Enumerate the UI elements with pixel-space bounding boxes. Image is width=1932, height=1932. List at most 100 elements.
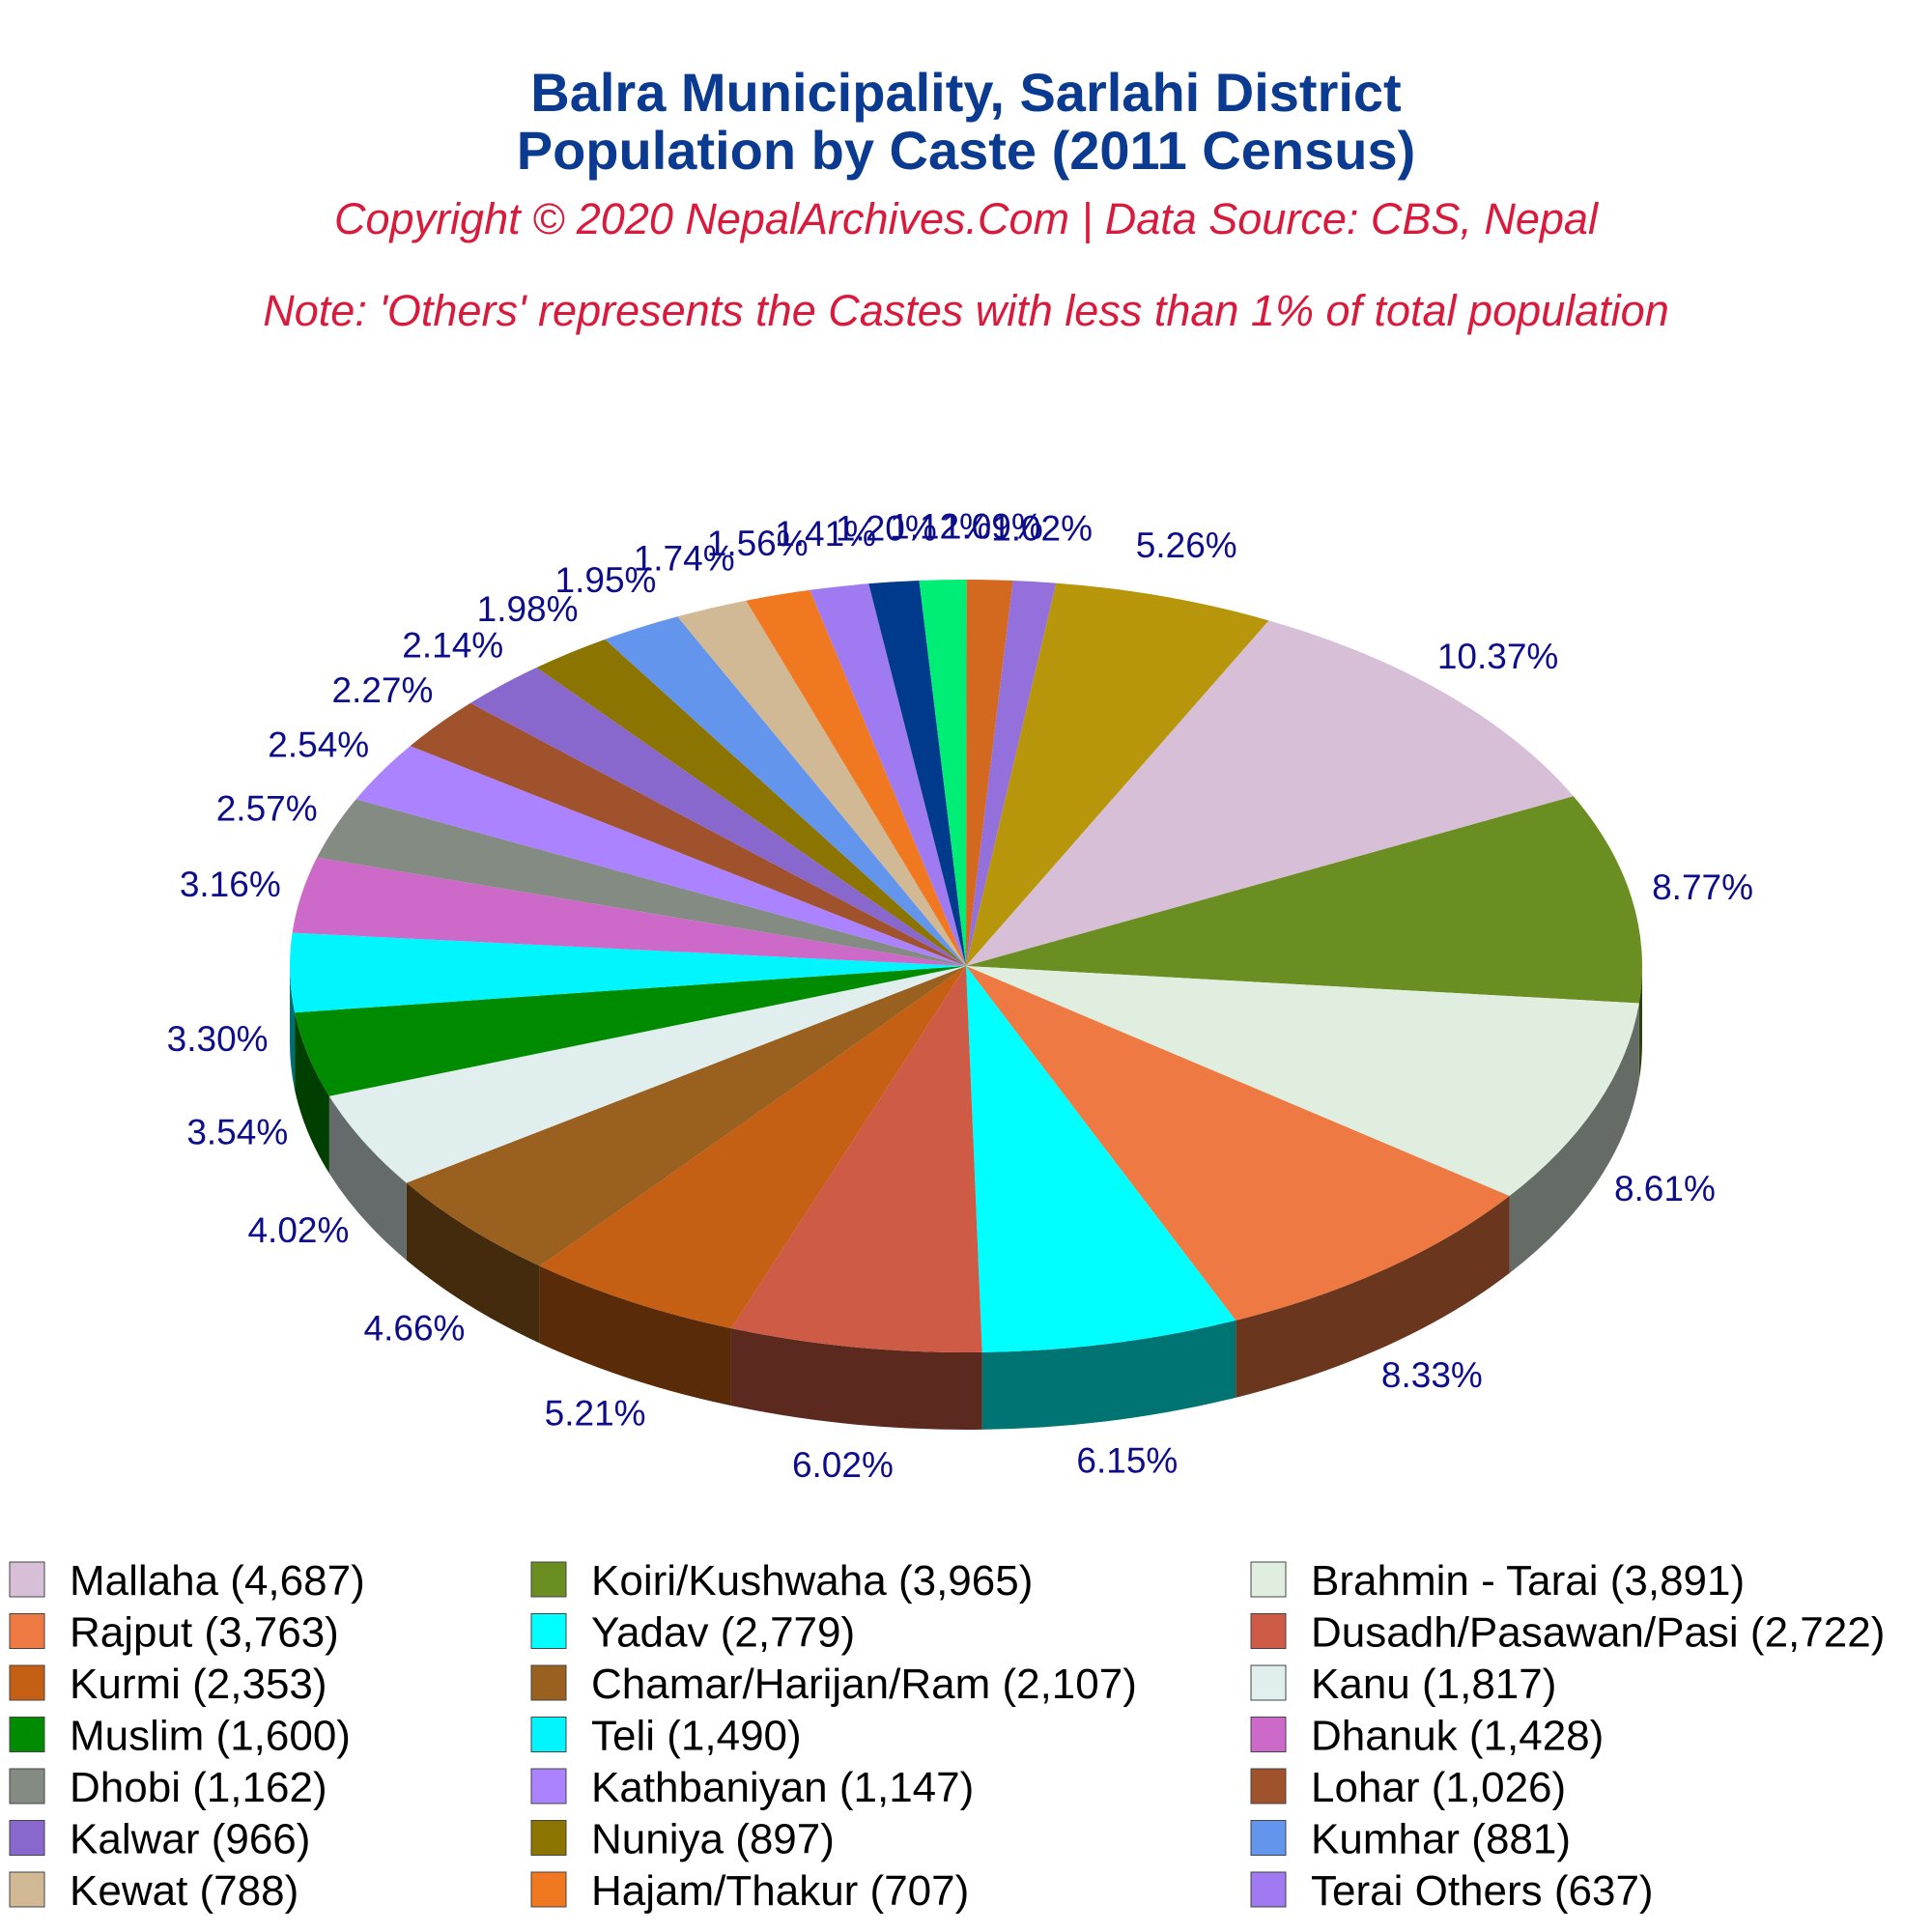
legend-label-5: Dusadh/Pasawan/Pasi (2,722) [1311,1609,1885,1657]
pie-slice-22 [919,580,967,966]
pie-side-walls [290,966,1642,1430]
pie-slice-15 [470,668,966,966]
legend-item-9: Muslim (1,600) [9,1713,351,1760]
pie-slice-9 [295,966,966,1096]
legend-label-7: Chamar/Harijan/Ram (2,107) [591,1661,1137,1708]
legend-item-17: Kumhar (881) [1250,1816,1571,1863]
pie-slice-5 [730,966,982,1353]
chart-title-line-1: Balra Municipality, Sarlahi District [530,62,1401,123]
legend-label-8: Kanu (1,817) [1311,1661,1556,1708]
pie-slice-12 [317,799,966,966]
percent-label-0: 10.37% [1437,637,1559,676]
pie-slice-25 [966,582,1269,966]
percent-label-9: 3.54% [186,1113,288,1152]
legend-swatch-5 [1250,1613,1287,1649]
percent-label-11: 3.16% [180,865,281,904]
legend-swatch-20 [1250,1871,1287,1908]
pie-side-2 [1509,1003,1639,1274]
legend-label-10: Teli (1,490) [591,1713,802,1760]
legend-item-3: Rajput (3,763) [9,1609,339,1657]
legend-item-13: Kathbaniyan (1,147) [530,1764,974,1811]
pie-slice-16 [536,639,966,966]
legend-item-8: Kanu (1,817) [1250,1661,1556,1708]
percent-label-25: 5.26% [1136,526,1237,565]
legend-swatch-10 [530,1717,567,1752]
legend-label-16: Nuniya (897) [591,1816,835,1863]
pie-slice-3 [966,966,1510,1321]
legend-swatch-15 [9,1820,45,1856]
legend-item-11: Dhanuk (1,428) [1250,1713,1604,1760]
legend-item-5: Dusadh/Pasawan/Pasi (2,722) [1250,1609,1885,1657]
legend-swatch-7 [530,1664,567,1701]
legend-label-14: Lohar (1,026) [1311,1764,1566,1811]
chart-subtitle: Copyright © 2020 NepalArchives.Com | Dat… [334,194,1600,243]
pie-slice-4 [966,966,1236,1352]
pie-side-8 [328,1095,407,1261]
legend-swatch-16 [530,1820,567,1856]
pie-slice-23 [966,580,1013,966]
percent-label-10: 3.30% [167,1019,269,1059]
legend-label-20: Terai Others (637) [1311,1867,1654,1915]
percent-label-19: 1.56% [707,524,809,563]
percent-label-3: 8.33% [1381,1355,1483,1395]
pie-side-1 [1638,966,1642,1081]
pie-slice-0 [966,620,1574,966]
legend-label-3: Rajput (3,763) [70,1609,339,1657]
percent-label-4: 6.15% [1076,1440,1178,1480]
legend-label-9: Muslim (1,600) [70,1713,351,1760]
pie-side-10 [290,966,296,1091]
pie-slice-20 [810,583,966,966]
chart-note: Note: 'Others' represents the Castes wit… [263,286,1668,335]
legend-item-10: Teli (1,490) [530,1713,802,1760]
pie-slice-8 [328,966,967,1183]
percent-label-24: 1.02% [991,508,1093,548]
pie-side-3 [1236,1196,1510,1398]
percent-label-17: 1.95% [555,560,657,600]
pie-slice-17 [605,616,966,966]
pie-slice-13 [355,746,966,966]
percent-label-7: 4.66% [364,1309,466,1349]
legend-label-15: Kalwar (966) [70,1816,310,1863]
percent-label-20: 1.41% [775,514,876,554]
legend-item-18: Kewat (788) [9,1867,298,1915]
legend-swatch-0 [9,1561,45,1598]
pie-slice-2 [966,966,1639,1197]
pie-side-6 [539,1265,731,1406]
legend-swatch-19 [530,1871,567,1908]
legend-swatch-17 [1250,1820,1287,1856]
legend: Mallaha (4,687) Koiri/Kushwaha (3,965) Bra… [9,1557,1885,1915]
chart-title-line-2: Population by Caste (2011 Census) [517,120,1415,181]
legend-label-18: Kewat (788) [70,1867,298,1915]
legend-item-20: Terai Others (637) [1250,1867,1654,1915]
legend-swatch-8 [1250,1664,1287,1701]
legend-swatch-12 [9,1768,45,1804]
percent-label-6: 5.21% [545,1393,646,1433]
pie-slice-21 [868,580,966,966]
legend-swatch-4 [530,1613,567,1649]
legend-item-0: Mallaha (4,687) [9,1557,365,1605]
legend-swatch-6 [9,1664,45,1701]
legend-label-13: Kathbaniyan (1,147) [591,1764,974,1811]
legend-item-4: Yadav (2,779) [530,1609,855,1657]
legend-item-16: Nuniya (897) [530,1816,835,1863]
percent-label-15: 2.14% [402,626,503,666]
pie-slice-11 [292,857,967,966]
legend-item-15: Kalwar (966) [9,1816,310,1863]
percent-label-12: 2.57% [216,788,318,828]
pie-slice-18 [677,600,966,966]
percent-label-16: 1.98% [477,589,579,629]
pie-side-9 [295,1012,329,1174]
pie-slice-19 [746,589,966,966]
percent-label-8: 4.02% [247,1210,349,1250]
legend-item-6: Kurmi (2,353) [9,1661,327,1708]
legend-label-17: Kumhar (881) [1311,1816,1571,1863]
percent-label-18: 1.74% [634,538,735,578]
legend-label-19: Hajam/Thakur (707) [591,1867,969,1915]
percent-label-13: 2.54% [268,725,369,765]
percent-label-5: 6.02% [792,1445,894,1485]
legend-swatch-9 [9,1717,45,1752]
percent-label-layer: 10.37% 8.77% 8.61% 8.33% 6.15% 6.02% 5.21% 4.66… [167,506,1753,1485]
legend-swatch-3 [9,1613,45,1649]
legend-swatch-13 [530,1768,567,1804]
legend-swatch-2 [1250,1561,1287,1598]
